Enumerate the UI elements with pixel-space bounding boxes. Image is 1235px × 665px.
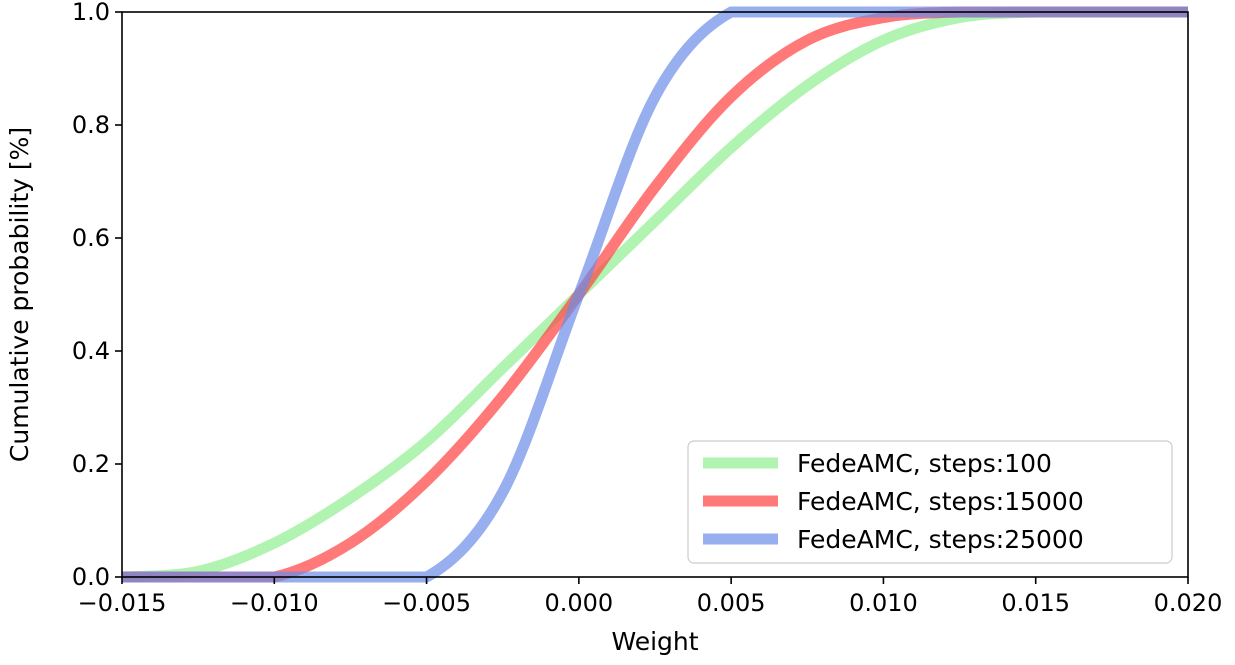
x-tick-label: 0.020 [1154,589,1223,617]
legend-label-1: FedeAMC, steps:100 [797,449,1052,478]
y-axis-ticks: 0.0 0.2 0.4 0.6 0.8 1.0 [72,0,122,591]
legend-label-2: FedeAMC, steps:15000 [797,487,1084,516]
legend: FedeAMC, steps:100 FedeAMC, steps:15000 Fe… [687,440,1173,564]
x-tick-label: 0.015 [1001,589,1070,617]
x-axis-label: Weight [611,627,698,656]
x-tick-label: −0.010 [230,589,319,617]
y-axis-label: Cumulative probability [%] [5,127,34,462]
x-axis-ticks: −0.015 −0.010 −0.005 0.000 0.005 0.010 0.015 0.… [78,577,1223,617]
legend-label-3: FedeAMC, steps:25000 [797,525,1084,554]
x-tick-label: 0.005 [697,589,766,617]
y-tick-label: 0.8 [72,111,110,139]
plot-frame [121,11,1189,578]
x-tick-label: 0.010 [849,589,918,617]
x-tick-label: −0.005 [382,589,471,617]
x-tick-label: 0.000 [544,589,613,617]
y-tick-label: 0.2 [72,450,110,478]
legend-box [687,440,1173,564]
y-tick-label: 0.4 [72,337,110,365]
y-tick-label: 0.6 [72,224,110,252]
y-tick-label: 1.0 [72,0,110,26]
x-tick-label: −0.015 [78,589,167,617]
y-tick-label: 0.0 [72,563,110,591]
